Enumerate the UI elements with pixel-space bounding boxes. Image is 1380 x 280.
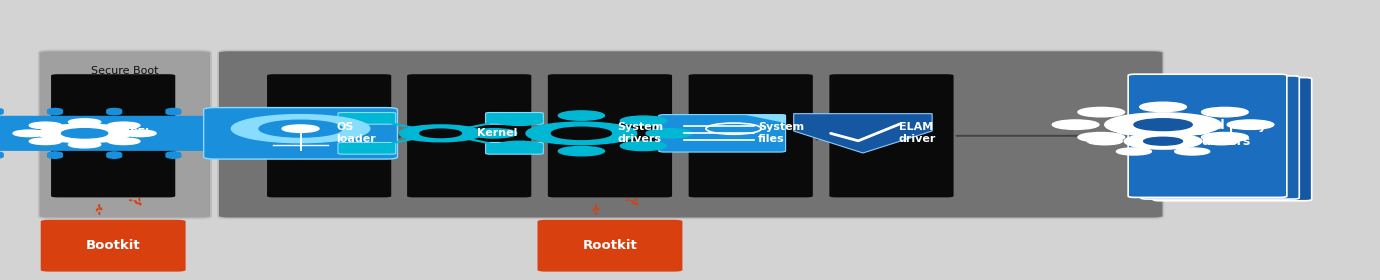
Circle shape	[282, 125, 319, 132]
Circle shape	[39, 124, 131, 143]
Circle shape	[1116, 127, 1151, 134]
Circle shape	[420, 129, 461, 137]
Circle shape	[1174, 148, 1210, 155]
Circle shape	[1105, 113, 1221, 136]
FancyBboxPatch shape	[1154, 78, 1311, 201]
Text: Rootkit: Rootkit	[582, 239, 638, 252]
Circle shape	[1078, 132, 1125, 142]
FancyBboxPatch shape	[829, 74, 954, 197]
FancyBboxPatch shape	[486, 113, 544, 124]
FancyBboxPatch shape	[1129, 74, 1286, 197]
Circle shape	[69, 141, 101, 148]
FancyBboxPatch shape	[166, 151, 182, 159]
Circle shape	[69, 119, 101, 125]
FancyBboxPatch shape	[47, 107, 63, 116]
Circle shape	[1053, 120, 1098, 129]
Circle shape	[1144, 137, 1183, 145]
Circle shape	[1125, 133, 1202, 149]
FancyBboxPatch shape	[41, 220, 185, 272]
Circle shape	[1227, 120, 1274, 129]
FancyBboxPatch shape	[166, 107, 182, 116]
Circle shape	[124, 130, 156, 137]
Circle shape	[232, 115, 370, 143]
FancyBboxPatch shape	[39, 50, 211, 218]
Circle shape	[1140, 138, 1187, 147]
FancyBboxPatch shape	[218, 50, 1163, 218]
FancyBboxPatch shape	[47, 151, 63, 159]
Circle shape	[108, 122, 139, 129]
FancyBboxPatch shape	[268, 74, 392, 197]
Text: Kernel: Kernel	[476, 128, 518, 138]
Text: ELAM
driver: ELAM driver	[898, 122, 936, 144]
Circle shape	[1174, 127, 1210, 134]
FancyBboxPatch shape	[204, 108, 397, 159]
FancyBboxPatch shape	[51, 74, 175, 197]
Circle shape	[1134, 119, 1192, 130]
Text: Secure Boot: Secure Boot	[91, 66, 159, 76]
Circle shape	[552, 127, 611, 139]
FancyBboxPatch shape	[0, 107, 4, 116]
FancyBboxPatch shape	[538, 220, 682, 272]
FancyBboxPatch shape	[689, 74, 813, 197]
FancyBboxPatch shape	[486, 143, 544, 154]
FancyBboxPatch shape	[658, 115, 785, 152]
FancyBboxPatch shape	[106, 151, 123, 159]
FancyBboxPatch shape	[548, 74, 672, 197]
Circle shape	[62, 129, 108, 138]
Circle shape	[559, 146, 604, 156]
Circle shape	[108, 138, 139, 144]
Text: System
drivers: System drivers	[617, 122, 664, 144]
Circle shape	[399, 125, 482, 142]
FancyBboxPatch shape	[106, 107, 123, 116]
Polygon shape	[744, 115, 785, 123]
FancyBboxPatch shape	[338, 143, 396, 154]
Circle shape	[471, 129, 516, 138]
Circle shape	[497, 141, 542, 151]
Circle shape	[559, 111, 604, 120]
FancyBboxPatch shape	[338, 113, 396, 124]
Polygon shape	[793, 114, 932, 153]
Text: System
files: System files	[758, 122, 805, 144]
Circle shape	[1202, 108, 1248, 117]
Circle shape	[646, 129, 693, 138]
FancyBboxPatch shape	[1140, 76, 1300, 199]
Circle shape	[1078, 108, 1125, 117]
Circle shape	[29, 138, 62, 144]
Circle shape	[1087, 138, 1122, 145]
Text: 3rd party
drivers: 3rd party drivers	[1201, 119, 1267, 148]
Circle shape	[621, 116, 667, 125]
Text: Bootkit: Bootkit	[86, 239, 141, 252]
Circle shape	[497, 116, 542, 125]
Circle shape	[29, 122, 62, 129]
Circle shape	[259, 120, 342, 137]
FancyBboxPatch shape	[0, 116, 211, 151]
Circle shape	[1203, 138, 1239, 145]
Text: UEFI: UEFI	[120, 128, 149, 138]
FancyBboxPatch shape	[407, 74, 531, 197]
Text: OS
loader: OS loader	[337, 122, 377, 144]
Circle shape	[1140, 102, 1187, 112]
Circle shape	[12, 130, 46, 137]
Circle shape	[526, 122, 636, 144]
Circle shape	[1202, 132, 1248, 142]
Circle shape	[621, 141, 667, 151]
Circle shape	[1116, 148, 1151, 155]
FancyBboxPatch shape	[0, 151, 4, 159]
